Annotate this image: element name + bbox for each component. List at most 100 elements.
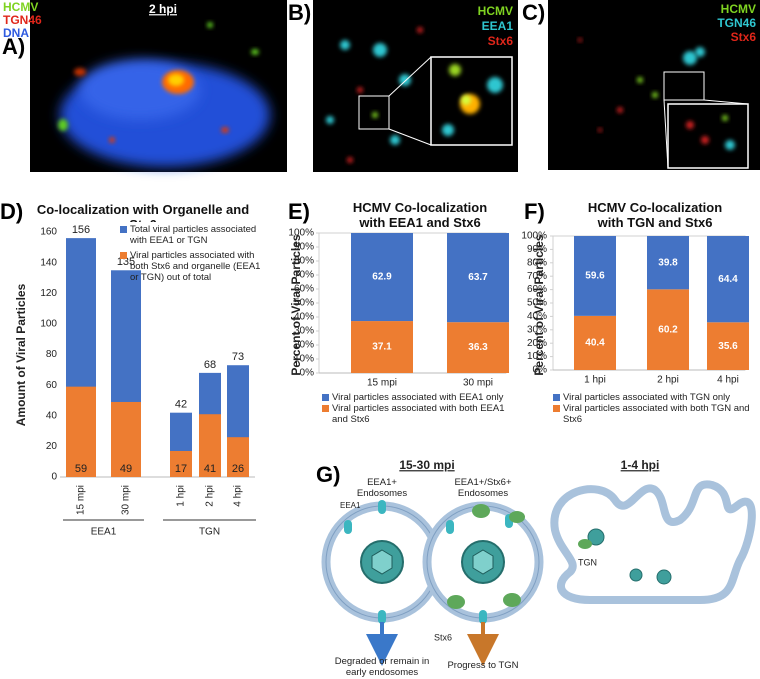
- micrograph-b-shape: [347, 157, 353, 163]
- bar: [351, 233, 413, 322]
- endosome-diagram-shape: [371, 549, 393, 575]
- micrograph-c-shape: [617, 107, 623, 113]
- value-label: 36.3: [468, 342, 488, 353]
- endosome-diagram-shape: [550, 480, 756, 604]
- y-tick-label: 60: [46, 380, 58, 391]
- channel-label: TGN46: [717, 16, 756, 30]
- micrograph-b-shape: [417, 27, 423, 33]
- y-tick-label: 100%: [288, 228, 314, 239]
- micrograph-b-shape: [390, 135, 400, 145]
- y-tick-label: 0: [51, 472, 57, 483]
- endosome-diagram-shape: [629, 568, 643, 582]
- legend-swatch: [553, 405, 560, 412]
- value-label: 156: [72, 224, 90, 236]
- micrograph-a-shape: [207, 22, 213, 28]
- y-tick-label: 140: [40, 257, 57, 268]
- y-tick-label: 30%: [527, 324, 547, 335]
- micrograph-c-shape: [578, 38, 582, 42]
- y-tick-label: 70%: [527, 271, 547, 282]
- legend-label: Viral particles associated with both TGN…: [563, 403, 750, 425]
- micrograph-c-shape: [725, 140, 735, 150]
- y-tick-label: 90%: [527, 244, 547, 255]
- channel-label: HCMV: [721, 2, 756, 16]
- outcome-label: Progress to TGN: [447, 660, 519, 671]
- micrograph-c-shape: [663, 71, 705, 101]
- y-tick-label: 80%: [294, 256, 314, 267]
- panel-label: C): [522, 0, 545, 25]
- bar: [111, 401, 141, 477]
- value-label: 17: [175, 463, 187, 475]
- endosome-diagram-shape: [472, 504, 490, 518]
- micrograph-b-shape: [388, 56, 432, 97]
- x-tick-label: 2 hpi: [657, 375, 679, 386]
- heading: 1-4 hpi: [621, 458, 660, 472]
- legend-label: Viral particles associated with EEA1 onl…: [332, 392, 504, 403]
- micrograph-b-shape: [358, 95, 390, 130]
- channel-label: Stx6: [488, 34, 514, 48]
- y-tick-label: 120: [40, 288, 57, 299]
- micrograph-c-shape: [703, 99, 749, 105]
- endosome-label: EEA1+ Endosomes: [356, 477, 408, 499]
- micrograph-b-shape: [449, 64, 461, 76]
- value-label: 62.9: [372, 272, 392, 283]
- y-tick-label: 90%: [294, 242, 314, 253]
- y-tick-label: 30%: [294, 326, 314, 337]
- y-tick-label: 40%: [294, 312, 314, 323]
- value-label: 68: [204, 359, 216, 371]
- legend-swatch: [553, 394, 560, 401]
- micrograph-b: [313, 0, 518, 172]
- panel-label: G): [316, 462, 340, 487]
- stx6-label: Stx6: [434, 632, 452, 642]
- bar: [447, 233, 509, 323]
- group-label: EEA1: [91, 527, 117, 538]
- chart-title: HCMV Co-localization with TGN and Stx6: [587, 200, 723, 230]
- eea1-label: EEA1: [340, 501, 361, 510]
- bar: [227, 437, 249, 477]
- chart-title: HCMV Co-localization with EEA1 and Stx6: [352, 200, 488, 230]
- endosome-label: EEA1+ Endosomes: [356, 477, 408, 499]
- channel-label: TGN46: [3, 13, 42, 27]
- heading: 15-30 mpi: [399, 458, 454, 472]
- y-axis-label: Amount of Viral Particles: [14, 283, 28, 426]
- chart-title: Co-localization with Organelle and Stx6: [36, 202, 250, 222]
- chart-title: Co-localization with Organelle and Stx6: [36, 202, 250, 222]
- chart-title: HCMV Co-localization with EEA1 and Stx6: [352, 200, 488, 230]
- bar: [647, 236, 689, 290]
- endosome-diagram-shape: [344, 520, 352, 534]
- y-tick-label: 80: [46, 349, 58, 360]
- micrograph-b-shape: [487, 77, 503, 93]
- micrograph-c-shape: [637, 77, 643, 83]
- legend-label: Viral particles associated with TGN only: [563, 392, 731, 403]
- value-label: 39.8: [658, 257, 678, 268]
- y-axis-label: Percent of Viral Particles: [532, 234, 546, 376]
- x-tick-label: 1 hpi: [584, 375, 606, 386]
- bar: [707, 236, 749, 323]
- micrograph-c-shape: [652, 92, 658, 98]
- endosome-diagram-shape: [503, 593, 521, 607]
- legend-label: Viral particles associated with both Stx…: [130, 250, 260, 283]
- endosome-label: EEA1+/Stx6+ Endosomes: [454, 477, 511, 499]
- channel-label: EEA1: [482, 19, 514, 33]
- x-tick-label: 4 hpi: [717, 375, 739, 386]
- endosome-diagram-shape: [479, 610, 487, 624]
- y-tick-label: 160: [40, 227, 57, 238]
- channel-label: HCMV: [3, 0, 38, 14]
- endosome-diagram-shape: [446, 520, 454, 534]
- bar: [170, 450, 192, 477]
- y-tick-label: 0%: [300, 368, 315, 379]
- micrograph-c-shape: [598, 128, 602, 132]
- y-tick-label: 20: [46, 441, 58, 452]
- channel-label: Stx6: [731, 30, 757, 44]
- y-tick-label: 10%: [527, 351, 547, 362]
- outcome-label: Degraded or remain in early endosomes: [335, 656, 430, 678]
- micrograph-b-shape: [388, 128, 432, 146]
- legend-swatch: [120, 252, 127, 259]
- panel-label: A): [2, 34, 25, 59]
- endosome-diagram-shape: [447, 595, 465, 609]
- value-label: 135: [117, 256, 135, 268]
- legend-swatch: [322, 394, 329, 401]
- y-tick-label: 40%: [527, 311, 547, 322]
- chart-title: HCMV Co-localization with TGN and Stx6: [587, 200, 723, 230]
- legend-swatch: [322, 405, 329, 412]
- micrograph-c-shape: [722, 115, 728, 121]
